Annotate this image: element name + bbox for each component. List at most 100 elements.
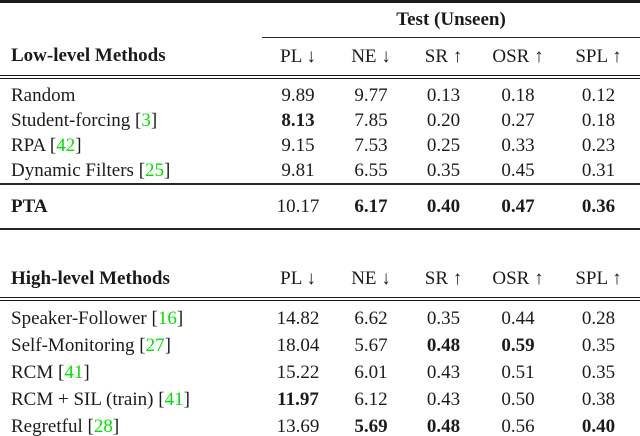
- value-cell-pl: 14.82: [276, 307, 320, 329]
- table-row-rcm: RCM [41] 15.22 6.01 0.43 0.51 0.35: [0, 359, 640, 386]
- value-cell-spl: 0.35: [581, 334, 616, 356]
- value-cell-pl: 9.89: [281, 84, 315, 106]
- method-label: Regretful: [11, 415, 83, 436]
- table-row-speaker-follower: Speaker-Follower [16] 14.82 6.62 0.35 0.…: [0, 299, 640, 332]
- method-label: Speaker-Follower: [11, 307, 147, 329]
- value-cell-osr: 0.33: [501, 134, 535, 156]
- value-cell-ne: 6.17: [334, 183, 408, 230]
- table-row-student-forcing: Student-forcing [3] 8.13 7.85 0.20 0.27 …: [0, 108, 640, 133]
- table-row-dynamic-filters: Dynamic Filters [25] 9.81 6.55 0.35 0.45…: [0, 158, 640, 184]
- cite-bracket-open: [: [45, 134, 57, 156]
- table-row-regretful: Regretful [28] 13.69 5.69 0.48 0.56 0.40: [0, 413, 640, 436]
- citation-link[interactable]: 42: [56, 134, 76, 156]
- table-row-self-monitoring: Self-Monitoring [27] 18.04 5.67 0.48 0.5…: [0, 332, 640, 359]
- column-header-ne: NE ↓: [334, 37, 408, 79]
- method-cell: Speaker-Follower [16]: [0, 299, 262, 332]
- cite-bracket-open: [: [133, 159, 146, 181]
- value-cell-ne: 5.67: [354, 334, 388, 356]
- citation-link[interactable]: 41: [164, 388, 184, 410]
- value-cell-pl: 9.15: [281, 134, 315, 156]
- value-cell-osr: 0.45: [501, 159, 535, 181]
- citation-link[interactable]: 25: [145, 159, 165, 181]
- cite-bracket-open: [: [130, 109, 142, 131]
- low-level-header-row: Low-level Methods PL ↓ NE ↓ SR ↑ OSR ↑ S…: [0, 37, 640, 79]
- low-level-body: Random 9.89 9.77 0.13 0.18 0.12 Student-…: [0, 77, 640, 184]
- cite-bracket-open: [: [82, 415, 94, 436]
- citation-link[interactable]: 27: [145, 334, 165, 356]
- column-header-spl: SPL ↑: [557, 37, 640, 79]
- column-header-osr: OSR ↑: [479, 37, 557, 79]
- cite-bracket-open: [: [53, 361, 65, 383]
- cite-bracket-open: [: [146, 307, 158, 329]
- citation-link[interactable]: 3: [141, 109, 151, 131]
- value-cell-pl: 10.17: [262, 183, 334, 230]
- value-cell-sr: 0.43: [426, 361, 461, 383]
- value-cell-spl: 0.18: [581, 109, 616, 131]
- method-label: RCM + SIL (train): [11, 388, 154, 410]
- value-cell-spl: 0.31: [581, 159, 616, 181]
- value-cell-sr: 0.13: [426, 84, 461, 106]
- value-cell-pl: 9.81: [281, 159, 315, 181]
- value-cell-ne: 5.69: [354, 415, 388, 436]
- value-cell-osr: 0.56: [501, 415, 535, 436]
- value-cell-spl: 0.35: [581, 361, 616, 383]
- section-spacer: High-level Methods PL ↓ NE ↓ SR ↑ OSR ↑ …: [0, 229, 640, 301]
- method-cell: Student-forcing [3]: [0, 108, 262, 133]
- column-header-ne: NE ↓: [334, 244, 408, 301]
- method-cell: RPA [42]: [0, 133, 262, 158]
- value-cell-osr: 0.44: [501, 307, 535, 329]
- cite-bracket-close: ]: [176, 307, 184, 329]
- high-level-section-title: High-level Methods: [0, 244, 262, 301]
- citation-link[interactable]: 28: [93, 415, 113, 436]
- cite-bracket-close: ]: [183, 388, 190, 410]
- cite-bracket-close: ]: [150, 109, 158, 131]
- table-row-pta: PTA 10.17 6.17 0.40 0.47 0.36: [0, 183, 640, 230]
- spacer-cell: [0, 229, 640, 244]
- test-unseen-header: Test (Unseen): [262, 1, 640, 38]
- table-row-random: Random 9.89 9.77 0.13 0.18 0.12: [0, 77, 640, 108]
- method-cell: PTA: [0, 183, 262, 230]
- value-cell-spl: 0.38: [581, 388, 616, 410]
- value-cell-ne: 6.01: [354, 361, 388, 383]
- cite-bracket-close: ]: [164, 334, 171, 356]
- method-label: Student-forcing: [11, 109, 131, 131]
- value-cell-osr: 0.51: [501, 361, 535, 383]
- column-header-pl: PL ↓: [262, 37, 334, 79]
- value-cell-osr: 0.50: [501, 388, 535, 410]
- value-cell-pl: 15.22: [276, 361, 320, 383]
- high-level-body: Speaker-Follower [16] 14.82 6.62 0.35 0.…: [0, 299, 640, 436]
- method-cell: Dynamic Filters [25]: [0, 158, 262, 184]
- value-cell-sr: 0.48: [426, 415, 461, 436]
- value-cell-spl: 0.12: [581, 84, 616, 106]
- value-cell-spl: 0.23: [581, 134, 616, 156]
- value-cell-sr: 0.43: [426, 388, 461, 410]
- cite-bracket-open: [: [134, 334, 146, 356]
- value-cell-pl: 13.69: [276, 415, 320, 436]
- value-cell-spl: 0.40: [581, 415, 616, 436]
- value-cell-sr: 0.40: [408, 183, 479, 230]
- table-row-rcm-sil: RCM + SIL (train) [41] 11.97 6.12 0.43 0…: [0, 386, 640, 413]
- method-label: RPA: [11, 134, 46, 156]
- method-cell: RCM [41]: [0, 359, 262, 386]
- value-cell-ne: 6.62: [354, 307, 388, 329]
- citation-link[interactable]: 41: [64, 361, 84, 383]
- value-cell-sr: 0.20: [426, 109, 461, 131]
- method-cell: RCM + SIL (train) [41]: [0, 386, 262, 413]
- value-cell-sr: 0.35: [426, 159, 461, 181]
- method-label: Self-Monitoring: [11, 334, 135, 356]
- value-cell-osr: 0.47: [479, 183, 557, 230]
- method-cell: Random: [0, 77, 262, 108]
- span-header-row: Test (Unseen): [0, 1, 640, 38]
- column-header-osr: OSR ↑: [479, 244, 557, 301]
- column-header-pl: PL ↓: [262, 244, 334, 301]
- table-row-rpa: RPA [42] 9.15 7.53 0.25 0.33 0.23: [0, 133, 640, 158]
- method-label: Dynamic Filters: [11, 159, 134, 181]
- pta-highlight-body: PTA 10.17 6.17 0.40 0.47 0.36: [0, 183, 640, 230]
- value-cell-pl: 18.04: [276, 334, 320, 356]
- cite-bracket-close: ]: [112, 415, 120, 436]
- high-level-header-row: High-level Methods PL ↓ NE ↓ SR ↑ OSR ↑ …: [0, 244, 640, 301]
- value-cell-sr: 0.35: [426, 307, 461, 329]
- citation-link[interactable]: 16: [157, 307, 177, 329]
